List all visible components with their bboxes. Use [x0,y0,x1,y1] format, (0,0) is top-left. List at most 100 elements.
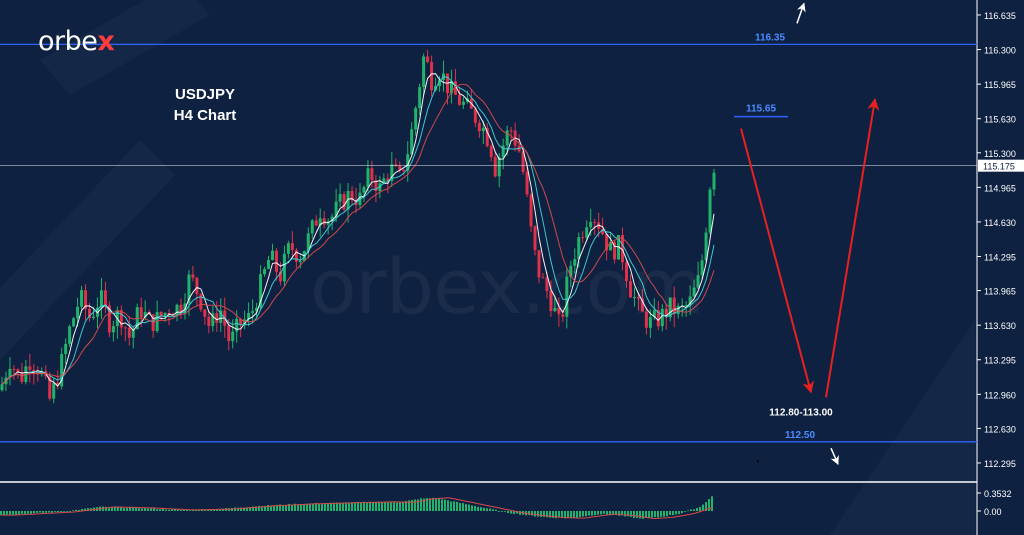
bull-candle [346,183,350,223]
candle-body [593,221,597,223]
macd-bar [552,511,554,518]
macd-bar [300,503,302,511]
bull-candle [111,320,115,342]
candle-body [577,237,581,260]
macd-bar [216,509,218,511]
macd-bar [507,511,509,513]
candle-body [362,187,366,193]
macd-bar [702,504,704,511]
candle-body [8,368,12,378]
macd-bar [114,507,116,511]
macd-bar [438,498,440,511]
macd-bar [393,502,395,511]
candle-body [127,327,131,338]
bull-candle [418,83,422,116]
candle-body [139,307,143,318]
macd-bar [381,502,383,511]
candle-body [267,260,271,269]
macd-bar [573,511,575,518]
bear-candle [672,286,676,328]
macd-bar [15,511,17,515]
candle-body [12,368,16,370]
candle-body [537,250,541,278]
candle-body [648,317,652,328]
bull-candle [318,208,322,237]
candle-body [382,178,386,184]
candle-body [453,81,457,95]
candle-body [640,298,644,312]
candle-body [541,277,545,279]
macd-bar [72,510,74,512]
macd-bar [531,511,533,516]
candle-body [656,310,660,327]
macd-bar [306,503,308,511]
candle-body [605,234,609,251]
candle-body [589,221,593,228]
candle-body [88,308,92,319]
candle-body [84,290,88,309]
bear-candle [314,215,318,226]
candle-body [227,325,231,342]
bull-candle [219,298,223,332]
macd-bar [480,507,482,511]
macd-bar [621,511,623,516]
macd-bar [120,506,122,511]
candle-body [52,382,56,399]
candle-body [195,277,199,295]
moving-average-slow [1,83,715,385]
macd-bar [684,511,686,512]
macd-bar [168,509,170,511]
candle-body [310,220,314,234]
candle-body [366,168,370,188]
bull-candle [76,297,80,327]
macd-bar [156,509,158,511]
macd-bar [657,511,659,518]
macd-bar [699,506,701,511]
bull-candle [684,301,688,317]
bull-candle [422,53,426,95]
macd-bar [354,502,356,511]
macd-bar [177,509,179,511]
marker-dot [757,460,759,463]
candle-body [386,178,390,181]
price-tick-label: 112.295 [984,459,1016,469]
macd-bar [420,498,422,511]
macd-bar [144,507,146,511]
candle-body [692,287,696,297]
macd-bar [558,511,560,518]
bear-candle [473,107,477,128]
candle-body [660,308,664,327]
bear-candle [477,119,481,138]
macd-bar [396,502,398,511]
candle-body [712,172,716,190]
candle-body [175,304,179,316]
candle-body [569,265,573,277]
macd-bar [81,508,83,511]
macd-bar [540,511,542,517]
macd-bar [651,511,653,518]
macd-bar [609,511,611,516]
bear-candle [493,152,497,178]
bull-candle [501,138,505,170]
macd-bar [240,507,242,511]
candle-body [457,94,461,105]
bull-candle [573,248,577,274]
macd-bar [705,502,707,511]
macd-bar [321,503,323,511]
candle-body [529,194,533,227]
bear-candle [191,265,195,282]
bear-candle [119,305,123,336]
target-zone-label: 112.80-113.00 [769,407,833,418]
macd-bar [45,511,47,513]
bull-candle [366,160,370,192]
bear-candle [398,161,402,173]
bull-candle [481,120,485,144]
candle-body [664,308,668,318]
candle-body [505,130,509,146]
price-tick-label: 112.630 [984,424,1016,434]
moving-average-fast [1,73,715,387]
candle-body [346,190,350,210]
candle-body [521,151,525,172]
macd-bar [441,499,443,511]
candle-body [338,194,342,202]
